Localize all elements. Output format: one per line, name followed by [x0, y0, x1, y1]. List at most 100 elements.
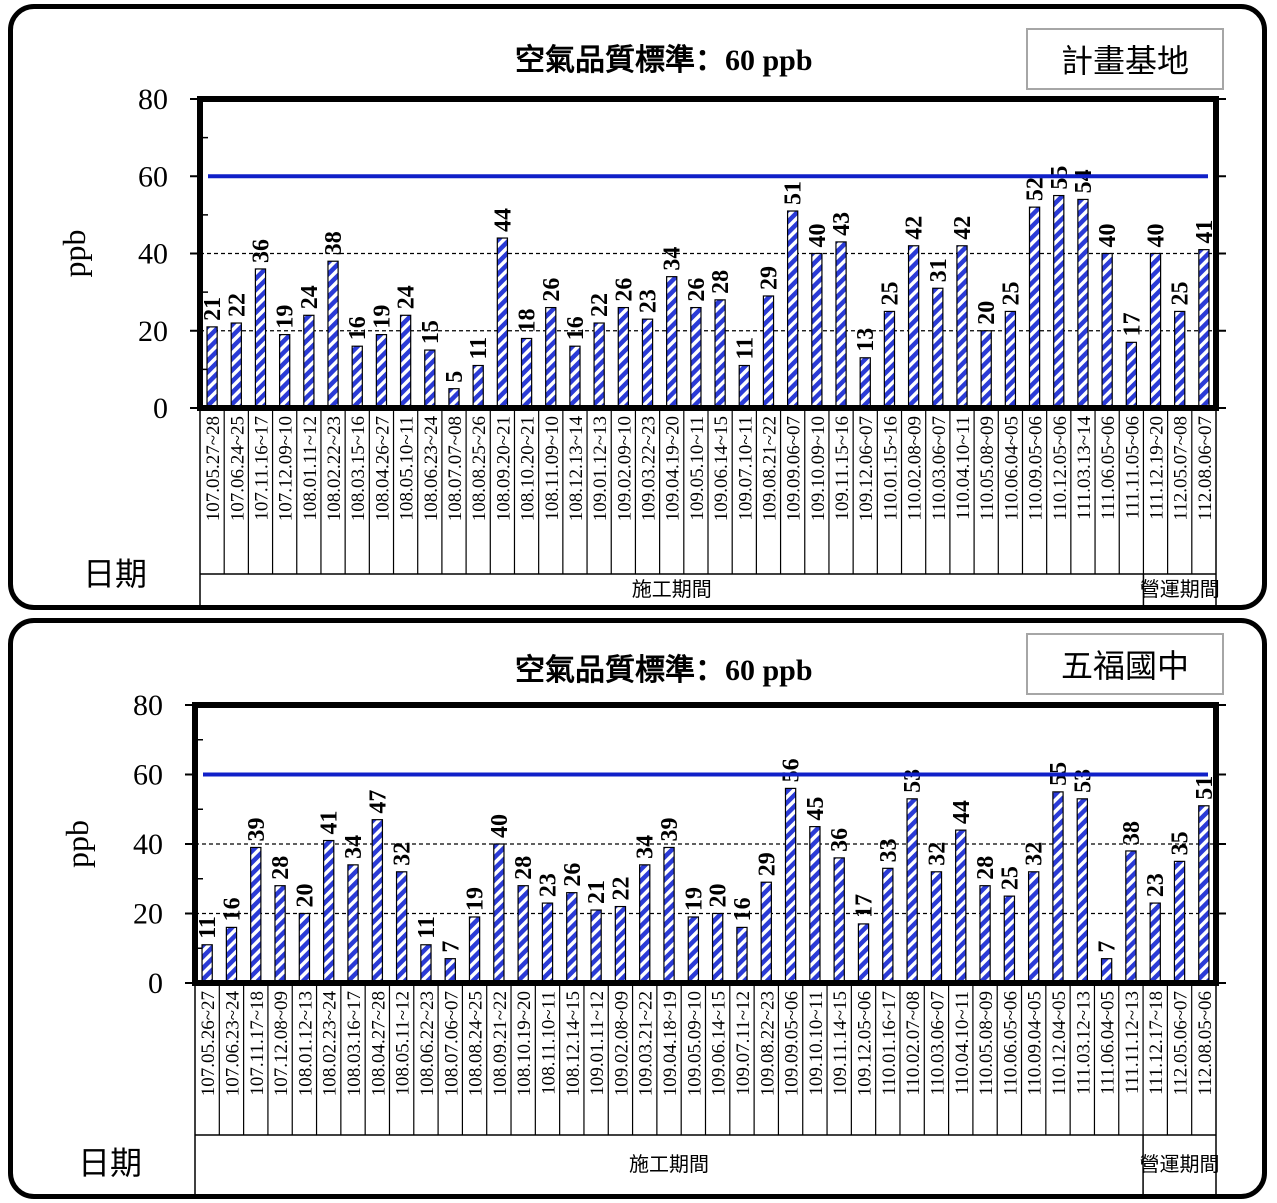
bar	[371, 819, 384, 984]
x-tick-label: 108.05.11~12	[393, 991, 414, 1096]
data-label: 11	[466, 337, 492, 360]
data-label: 38	[321, 231, 347, 255]
site-label: 計畫基地	[1026, 28, 1224, 90]
y-tick-label: 0	[153, 392, 168, 425]
bar	[980, 330, 992, 409]
data-label: 28	[708, 270, 734, 294]
bar	[1077, 198, 1089, 409]
data-label: 51	[781, 181, 807, 205]
x-tick-label: 107.05.27~28	[203, 416, 224, 521]
bar	[639, 864, 651, 984]
data-label: 26	[560, 863, 586, 887]
data-label: 34	[660, 247, 686, 271]
data-label: 20	[706, 884, 732, 908]
x-tick-label: 110.03.06~07	[927, 991, 948, 1096]
bar	[351, 345, 363, 409]
data-label: 29	[754, 852, 780, 876]
data-label: 11	[195, 916, 221, 939]
bar	[786, 210, 799, 409]
bar	[711, 912, 724, 984]
x-tick-label: 109.03.22~23	[639, 416, 660, 521]
data-label: 52	[1023, 177, 1049, 201]
data-label: 47	[365, 790, 391, 814]
bar	[395, 871, 408, 984]
bar	[932, 287, 944, 409]
data-label: 19	[369, 305, 395, 329]
data-label: 41	[317, 811, 343, 835]
x-tick-label: 109.07.11~12	[733, 991, 754, 1096]
chart-panel-school: 空氣品質標準：60 ppb 五福國中 日期 0 20 40 60 80 ppb 11 16 39…	[8, 618, 1267, 1199]
bar	[1101, 252, 1113, 409]
data-label: 38	[1119, 821, 1145, 845]
x-tick-label: 112.05.06~07	[1171, 991, 1192, 1096]
bar	[444, 958, 456, 984]
x-tick-label: 109.09.05~06	[782, 991, 803, 1096]
data-label: 16	[345, 316, 371, 340]
bar	[663, 846, 675, 984]
data-label: 18	[515, 308, 541, 332]
x-tick-label: 108.11.09~10	[542, 416, 563, 521]
standard-title: 空氣品質標準：60 ppb	[515, 654, 813, 687]
data-label: 53	[1070, 769, 1096, 793]
bar	[250, 846, 262, 984]
site-label: 五福國中	[1026, 633, 1224, 695]
x-tick-label: 109.11.14~15	[830, 991, 851, 1096]
x-tick-label: 107.12.08~09	[271, 991, 292, 1096]
bar	[1125, 341, 1138, 409]
x-tick-label: 110.02.08~09	[905, 416, 926, 521]
bar	[569, 345, 581, 409]
data-label: 44	[949, 800, 975, 824]
data-label: 24	[394, 285, 420, 309]
data-label: 29	[756, 266, 782, 290]
bar	[833, 857, 845, 984]
x-tick-label: 109.08.22~23	[757, 991, 778, 1096]
x-tick-label: 109.08.21~22	[759, 416, 780, 521]
x-tick-label: 109.09.06~07	[784, 416, 805, 521]
x-tick-label: 111.12.17~18	[1146, 991, 1167, 1095]
x-tick-label: 111.11.12~13	[1122, 991, 1143, 1094]
data-label: 26	[611, 278, 637, 302]
x-tick-label: 110.09.05~06	[1026, 416, 1047, 521]
y-tick-label: 40	[138, 238, 168, 271]
y-tick-label: 40	[133, 828, 163, 861]
data-label: 22	[608, 877, 634, 901]
period-label: 營運期間	[1140, 577, 1220, 601]
bar	[1053, 194, 1065, 409]
bar	[590, 909, 602, 984]
bar	[714, 299, 726, 409]
bar	[399, 314, 412, 409]
data-label: 17	[852, 894, 878, 918]
x-tick-label: 108.06.23~24	[421, 416, 442, 522]
y-tick-label: 80	[133, 689, 163, 722]
bar	[835, 241, 847, 409]
bar	[1052, 791, 1064, 984]
x-tick-label: 110.03.06~07	[929, 416, 950, 521]
data-label: 16	[563, 316, 589, 340]
data-label: 23	[535, 873, 561, 897]
x-tick-label: 108.01.11~12	[300, 416, 321, 521]
bar	[641, 318, 654, 409]
data-label: 19	[273, 305, 299, 329]
bar	[541, 902, 554, 984]
x-tick-label: 109.10.10~11	[806, 991, 827, 1096]
bar	[206, 326, 218, 409]
x-tick-label: 110.05.08~09	[976, 991, 997, 1096]
bar	[496, 237, 509, 409]
data-label: 35	[1168, 831, 1194, 855]
x-tick-label: 110.04.10~11	[952, 991, 973, 1095]
bar	[274, 885, 286, 984]
period-label: 營運期間	[1140, 1152, 1220, 1176]
bar	[687, 916, 700, 984]
x-tick-label: 109.12.05~06	[855, 991, 876, 1096]
x-tick-label: 107.11.17~18	[247, 991, 268, 1096]
data-label: 34	[341, 835, 367, 859]
x-tick-label: 109.01.12~13	[590, 416, 611, 521]
x-tick-label: 108.06.22~23	[417, 991, 438, 1096]
x-tick-label: 108.04.27~28	[368, 991, 389, 1096]
data-label: 39	[657, 817, 683, 841]
x-tick-label: 108.02.22~23	[324, 416, 345, 521]
y-tick-label: 20	[138, 315, 168, 348]
period-label: 施工期間	[632, 577, 712, 601]
bar	[520, 337, 533, 409]
data-label: 28	[973, 856, 999, 880]
